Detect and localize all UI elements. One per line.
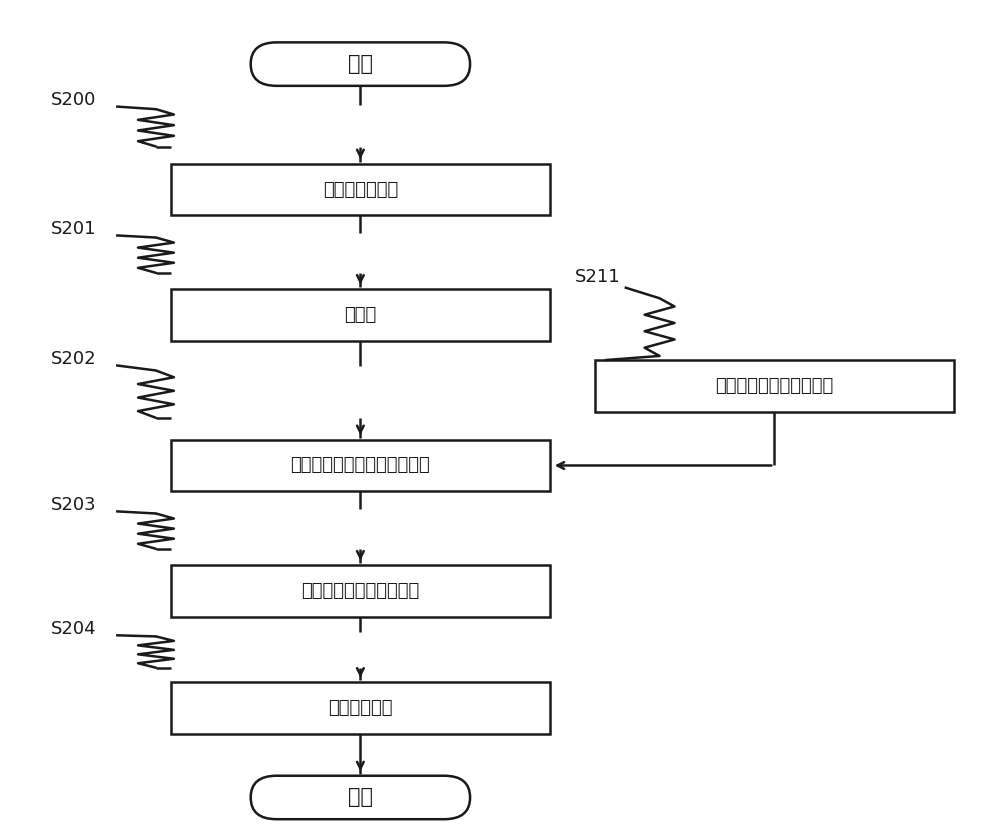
Text: 从表算出摄像层面位置校正量: 从表算出摄像层面位置校正量 xyxy=(291,456,430,475)
Text: S200: S200 xyxy=(51,91,97,109)
Text: 摄像条件的设定: 摄像条件的设定 xyxy=(323,180,398,199)
Text: S211: S211 xyxy=(575,268,620,286)
Text: 开始: 开始 xyxy=(348,54,373,74)
Bar xyxy=(171,682,550,734)
Bar xyxy=(171,164,550,216)
Bar xyxy=(171,440,550,492)
Text: 反映在正式摄像层面位置: 反映在正式摄像层面位置 xyxy=(301,582,420,600)
FancyBboxPatch shape xyxy=(251,42,470,86)
Text: S201: S201 xyxy=(51,220,97,237)
Text: 用传感器１进行位移测量: 用传感器１进行位移测量 xyxy=(715,377,833,395)
Text: S203: S203 xyxy=(51,496,97,513)
Text: S204: S204 xyxy=(51,619,97,638)
Text: 执行正式摄像: 执行正式摄像 xyxy=(328,699,393,717)
Text: S202: S202 xyxy=(51,350,97,367)
Text: 结束: 结束 xyxy=(348,788,373,807)
FancyBboxPatch shape xyxy=(251,776,470,819)
Bar xyxy=(171,565,550,617)
Text: 预扫描: 预扫描 xyxy=(344,306,377,324)
Bar xyxy=(171,289,550,341)
Bar xyxy=(595,360,954,412)
